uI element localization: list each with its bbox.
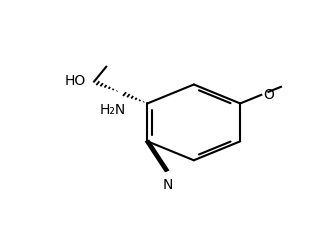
Text: N: N [163, 178, 173, 191]
Text: H₂N: H₂N [99, 103, 126, 117]
Text: O: O [263, 88, 274, 102]
Text: HO: HO [65, 74, 86, 88]
